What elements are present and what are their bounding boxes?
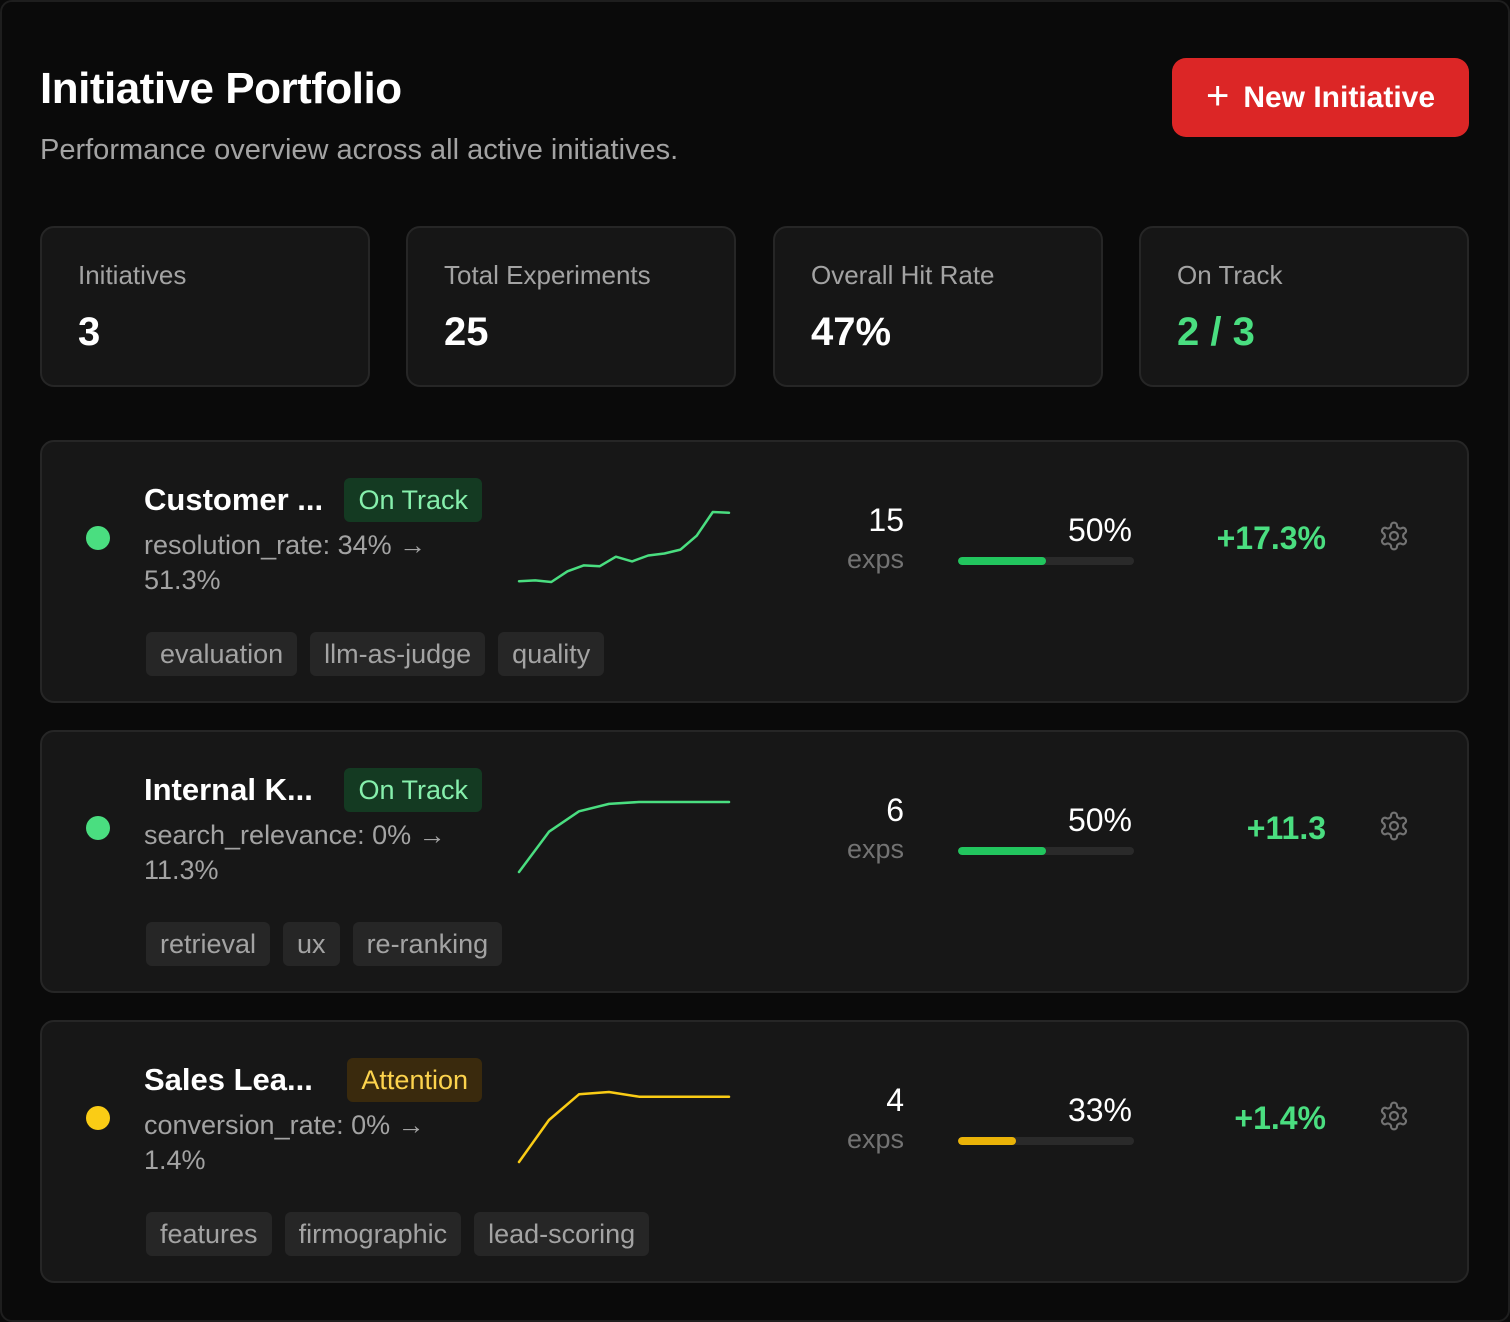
tag[interactable]: llm-as-judge bbox=[310, 632, 486, 676]
stat-label: Initiatives bbox=[78, 260, 187, 290]
trend-sparkline bbox=[517, 800, 731, 874]
tag-list: retrieval ux re-ranking bbox=[146, 922, 503, 966]
stat-label: On Track bbox=[1177, 260, 1283, 290]
stat-value: 3 bbox=[78, 310, 101, 354]
stat-label: Overall Hit Rate bbox=[811, 260, 995, 290]
stat-label: Total Experiments bbox=[444, 260, 651, 290]
stat-card-initiatives: Initiatives 3 bbox=[40, 226, 370, 387]
experiment-count-label: exps bbox=[846, 544, 904, 574]
trend-sparkline bbox=[517, 510, 731, 584]
page-subtitle: Performance overview across all active i… bbox=[40, 134, 679, 166]
initiative-card[interactable]: Internal K... On Track search_relevance:… bbox=[40, 730, 1469, 993]
metric-delta: +11.3 bbox=[1246, 810, 1326, 846]
metric-delta: +17.3% bbox=[1216, 520, 1326, 556]
tag-list: evaluation llm-as-judge quality bbox=[146, 632, 605, 676]
status-badge: Attention bbox=[347, 1058, 482, 1102]
initiative-metric: resolution_rate: 34% → 51.3% bbox=[144, 530, 427, 595]
experiment-count-label: exps bbox=[846, 1124, 904, 1154]
experiment-count-label: exps bbox=[846, 834, 904, 864]
trend-sparkline bbox=[517, 1090, 731, 1164]
new-initiative-label: New Initiative bbox=[1243, 80, 1436, 114]
page-title: Initiative Portfolio bbox=[40, 64, 402, 113]
hit-rate-bar-fill bbox=[958, 1137, 1017, 1145]
sparkline-path bbox=[517, 800, 731, 874]
tag[interactable]: quality bbox=[498, 632, 605, 676]
sparkline-path bbox=[517, 1090, 731, 1164]
hit-rate-bar bbox=[958, 557, 1134, 565]
hit-rate-bar bbox=[958, 847, 1134, 855]
tag[interactable]: retrieval bbox=[146, 922, 271, 966]
tag[interactable]: lead-scoring bbox=[474, 1212, 650, 1256]
status-dot bbox=[86, 816, 110, 840]
tag[interactable]: firmographic bbox=[284, 1212, 462, 1256]
hit-rate-bar-fill bbox=[958, 557, 1046, 565]
experiment-count: 4 bbox=[886, 1082, 904, 1118]
initiative-metric: search_relevance: 0% → 11.3% bbox=[144, 820, 446, 885]
initiative-metric: conversion_rate: 0% → 1.4% bbox=[144, 1110, 425, 1175]
experiment-count: 15 bbox=[868, 502, 904, 538]
initiative-name: Sales Lea... bbox=[144, 1062, 313, 1097]
status-badge: On Track bbox=[344, 768, 482, 812]
hit-rate-bar bbox=[958, 1137, 1134, 1145]
tag-list: features firmographic lead-scoring bbox=[146, 1212, 650, 1256]
tag[interactable]: re-ranking bbox=[352, 922, 503, 966]
hit-rate-value: 50% bbox=[1067, 512, 1132, 548]
metric-delta: +1.4% bbox=[1234, 1100, 1326, 1136]
stat-card-on-track: On Track 2 / 3 bbox=[1139, 226, 1469, 387]
hit-rate-bar-fill bbox=[958, 847, 1046, 855]
stat-value: 47% bbox=[811, 310, 892, 354]
hit-rate-value: 33% bbox=[1067, 1092, 1132, 1128]
gear-icon[interactable] bbox=[1378, 810, 1410, 842]
tag[interactable]: evaluation bbox=[146, 632, 298, 676]
new-initiative-button[interactable]: + New Initiative bbox=[1172, 58, 1469, 137]
initiative-card[interactable]: Customer ... On Track resolution_rate: 3… bbox=[40, 440, 1469, 703]
status-badge: On Track bbox=[344, 478, 482, 522]
tag[interactable]: ux bbox=[283, 922, 340, 966]
status-dot bbox=[86, 1106, 110, 1130]
initiative-name: Internal K... bbox=[144, 772, 313, 807]
plus-icon: + bbox=[1205, 73, 1230, 118]
gear-icon[interactable] bbox=[1378, 520, 1410, 552]
initiative-card[interactable]: Sales Lea... Attention conversion_rate: … bbox=[40, 1020, 1469, 1283]
sparkline-path bbox=[517, 510, 731, 584]
experiment-count: 6 bbox=[886, 792, 904, 828]
stat-card-hit-rate: Overall Hit Rate 47% bbox=[773, 226, 1103, 387]
stat-card-total-experiments: Total Experiments 25 bbox=[406, 226, 736, 387]
initiative-name: Customer ... bbox=[144, 482, 324, 517]
status-dot bbox=[86, 526, 110, 550]
stat-value: 25 bbox=[444, 310, 489, 354]
stat-value: 2 / 3 bbox=[1177, 310, 1255, 354]
gear-icon[interactable] bbox=[1378, 1100, 1410, 1132]
hit-rate-value: 50% bbox=[1067, 802, 1132, 838]
tag[interactable]: features bbox=[146, 1212, 272, 1256]
